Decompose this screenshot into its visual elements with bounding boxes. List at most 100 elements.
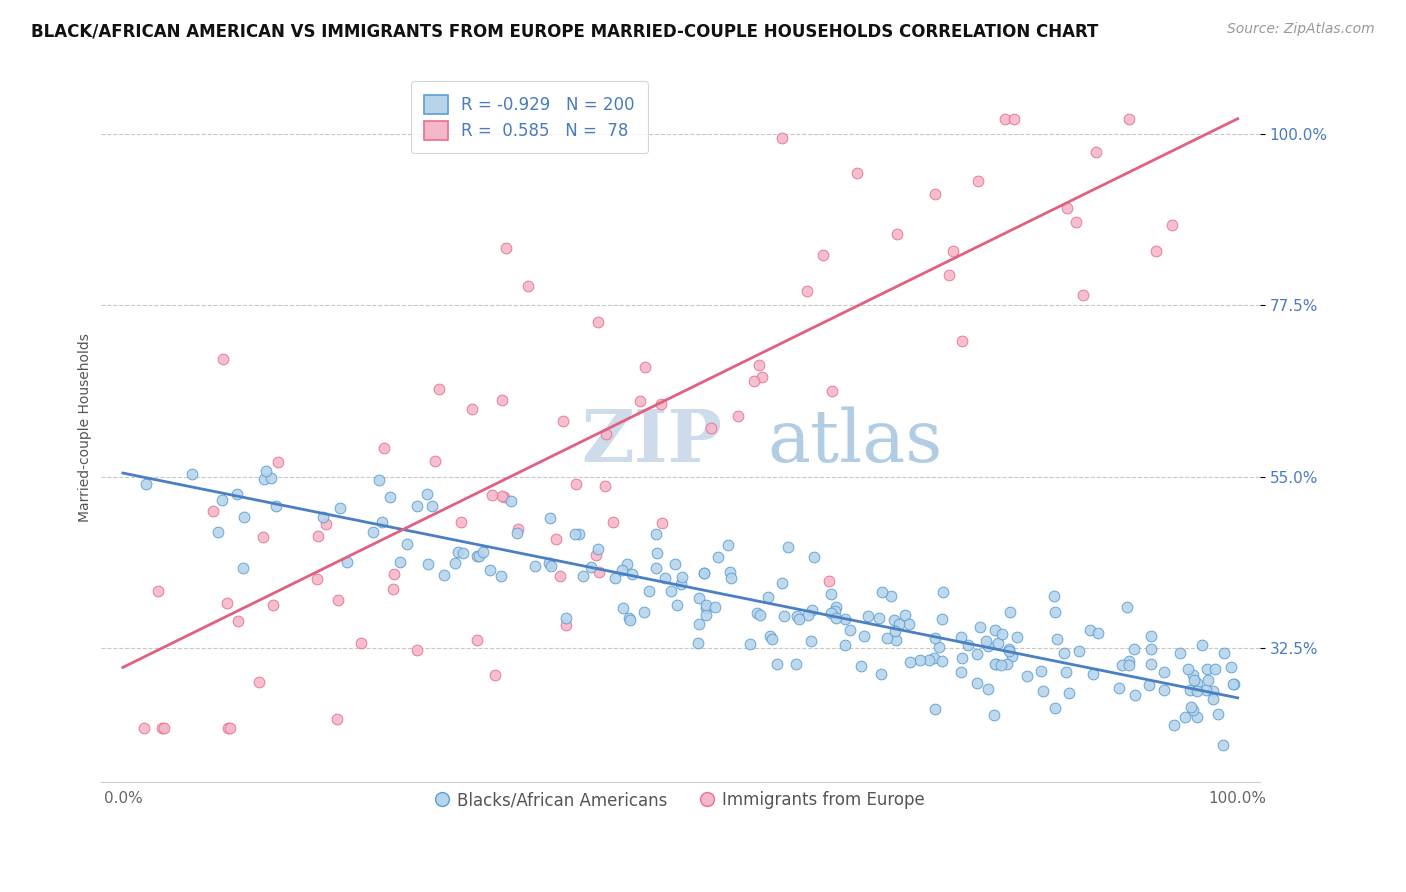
Point bbox=[307, 529, 329, 543]
Point bbox=[637, 584, 659, 599]
Point bbox=[1185, 675, 1208, 690]
Point bbox=[825, 611, 848, 625]
Point bbox=[232, 561, 254, 575]
Point bbox=[868, 611, 890, 625]
Point bbox=[883, 613, 905, 627]
Point bbox=[742, 374, 765, 388]
Point bbox=[884, 624, 907, 639]
Point bbox=[506, 522, 529, 536]
Point bbox=[932, 584, 955, 599]
Point bbox=[773, 609, 796, 624]
Y-axis label: Married-couple Households: Married-couple Households bbox=[79, 333, 93, 522]
Point bbox=[325, 712, 347, 726]
Point bbox=[908, 653, 931, 667]
Point bbox=[897, 617, 920, 632]
Point bbox=[202, 504, 225, 518]
Point bbox=[180, 467, 202, 482]
Point bbox=[132, 722, 155, 736]
Point bbox=[928, 640, 950, 654]
Point bbox=[995, 657, 1018, 671]
Point bbox=[619, 614, 641, 628]
Point bbox=[524, 558, 547, 573]
Point bbox=[207, 525, 229, 540]
Point bbox=[1202, 692, 1225, 706]
Point bbox=[761, 632, 783, 646]
Point bbox=[1029, 664, 1052, 678]
Point bbox=[800, 633, 823, 648]
Point bbox=[1140, 629, 1163, 643]
Point bbox=[312, 509, 335, 524]
Point bbox=[707, 550, 730, 565]
Point bbox=[688, 591, 710, 606]
Point bbox=[1137, 678, 1160, 692]
Point bbox=[1206, 707, 1229, 722]
Point bbox=[150, 722, 173, 736]
Point bbox=[870, 667, 893, 681]
Point bbox=[568, 527, 591, 541]
Point bbox=[998, 605, 1021, 619]
Point bbox=[983, 657, 1005, 672]
Point bbox=[233, 509, 256, 524]
Point bbox=[617, 611, 640, 625]
Point bbox=[1195, 662, 1218, 676]
Point bbox=[491, 489, 513, 503]
Point bbox=[571, 569, 593, 583]
Point bbox=[765, 657, 787, 671]
Point bbox=[876, 631, 898, 645]
Point bbox=[695, 599, 717, 613]
Point bbox=[1204, 662, 1226, 676]
Point bbox=[938, 268, 960, 283]
Point bbox=[924, 701, 946, 715]
Point bbox=[1123, 642, 1146, 657]
Point bbox=[211, 493, 233, 508]
Point bbox=[1180, 700, 1202, 714]
Point bbox=[471, 545, 494, 559]
Point bbox=[1185, 683, 1208, 698]
Point bbox=[444, 556, 467, 570]
Point bbox=[406, 643, 429, 657]
Legend: Blacks/African Americans, Immigrants from Europe: Blacks/African Americans, Immigrants fro… bbox=[429, 785, 932, 816]
Point bbox=[654, 571, 676, 585]
Point bbox=[898, 655, 921, 669]
Point bbox=[787, 612, 810, 626]
Point bbox=[824, 604, 846, 618]
Point bbox=[491, 392, 513, 407]
Point bbox=[451, 546, 474, 560]
Point bbox=[586, 541, 609, 556]
Point bbox=[1054, 665, 1077, 679]
Point bbox=[612, 563, 634, 577]
Point bbox=[966, 676, 988, 690]
Point bbox=[693, 566, 716, 581]
Point bbox=[758, 629, 780, 643]
Point bbox=[540, 559, 562, 574]
Point bbox=[378, 491, 401, 505]
Point bbox=[950, 334, 973, 348]
Point bbox=[395, 537, 418, 551]
Point bbox=[1059, 686, 1081, 700]
Point bbox=[695, 601, 717, 615]
Point bbox=[461, 401, 484, 416]
Point bbox=[1139, 657, 1161, 672]
Point bbox=[924, 632, 946, 646]
Point bbox=[612, 601, 634, 615]
Point bbox=[581, 560, 603, 574]
Point bbox=[418, 558, 440, 572]
Point bbox=[1118, 654, 1140, 668]
Point bbox=[505, 526, 527, 541]
Point bbox=[382, 582, 405, 596]
Point bbox=[692, 566, 714, 581]
Point bbox=[856, 609, 879, 624]
Point bbox=[886, 227, 908, 242]
Point bbox=[990, 657, 1012, 672]
Point bbox=[554, 611, 576, 625]
Point bbox=[665, 598, 688, 612]
Point bbox=[1202, 683, 1225, 698]
Point bbox=[966, 648, 988, 662]
Point bbox=[984, 657, 1007, 672]
Point bbox=[595, 427, 617, 442]
Point bbox=[1212, 738, 1234, 752]
Point bbox=[1118, 112, 1140, 126]
Point bbox=[495, 242, 517, 256]
Point bbox=[1222, 677, 1244, 691]
Point bbox=[786, 609, 808, 624]
